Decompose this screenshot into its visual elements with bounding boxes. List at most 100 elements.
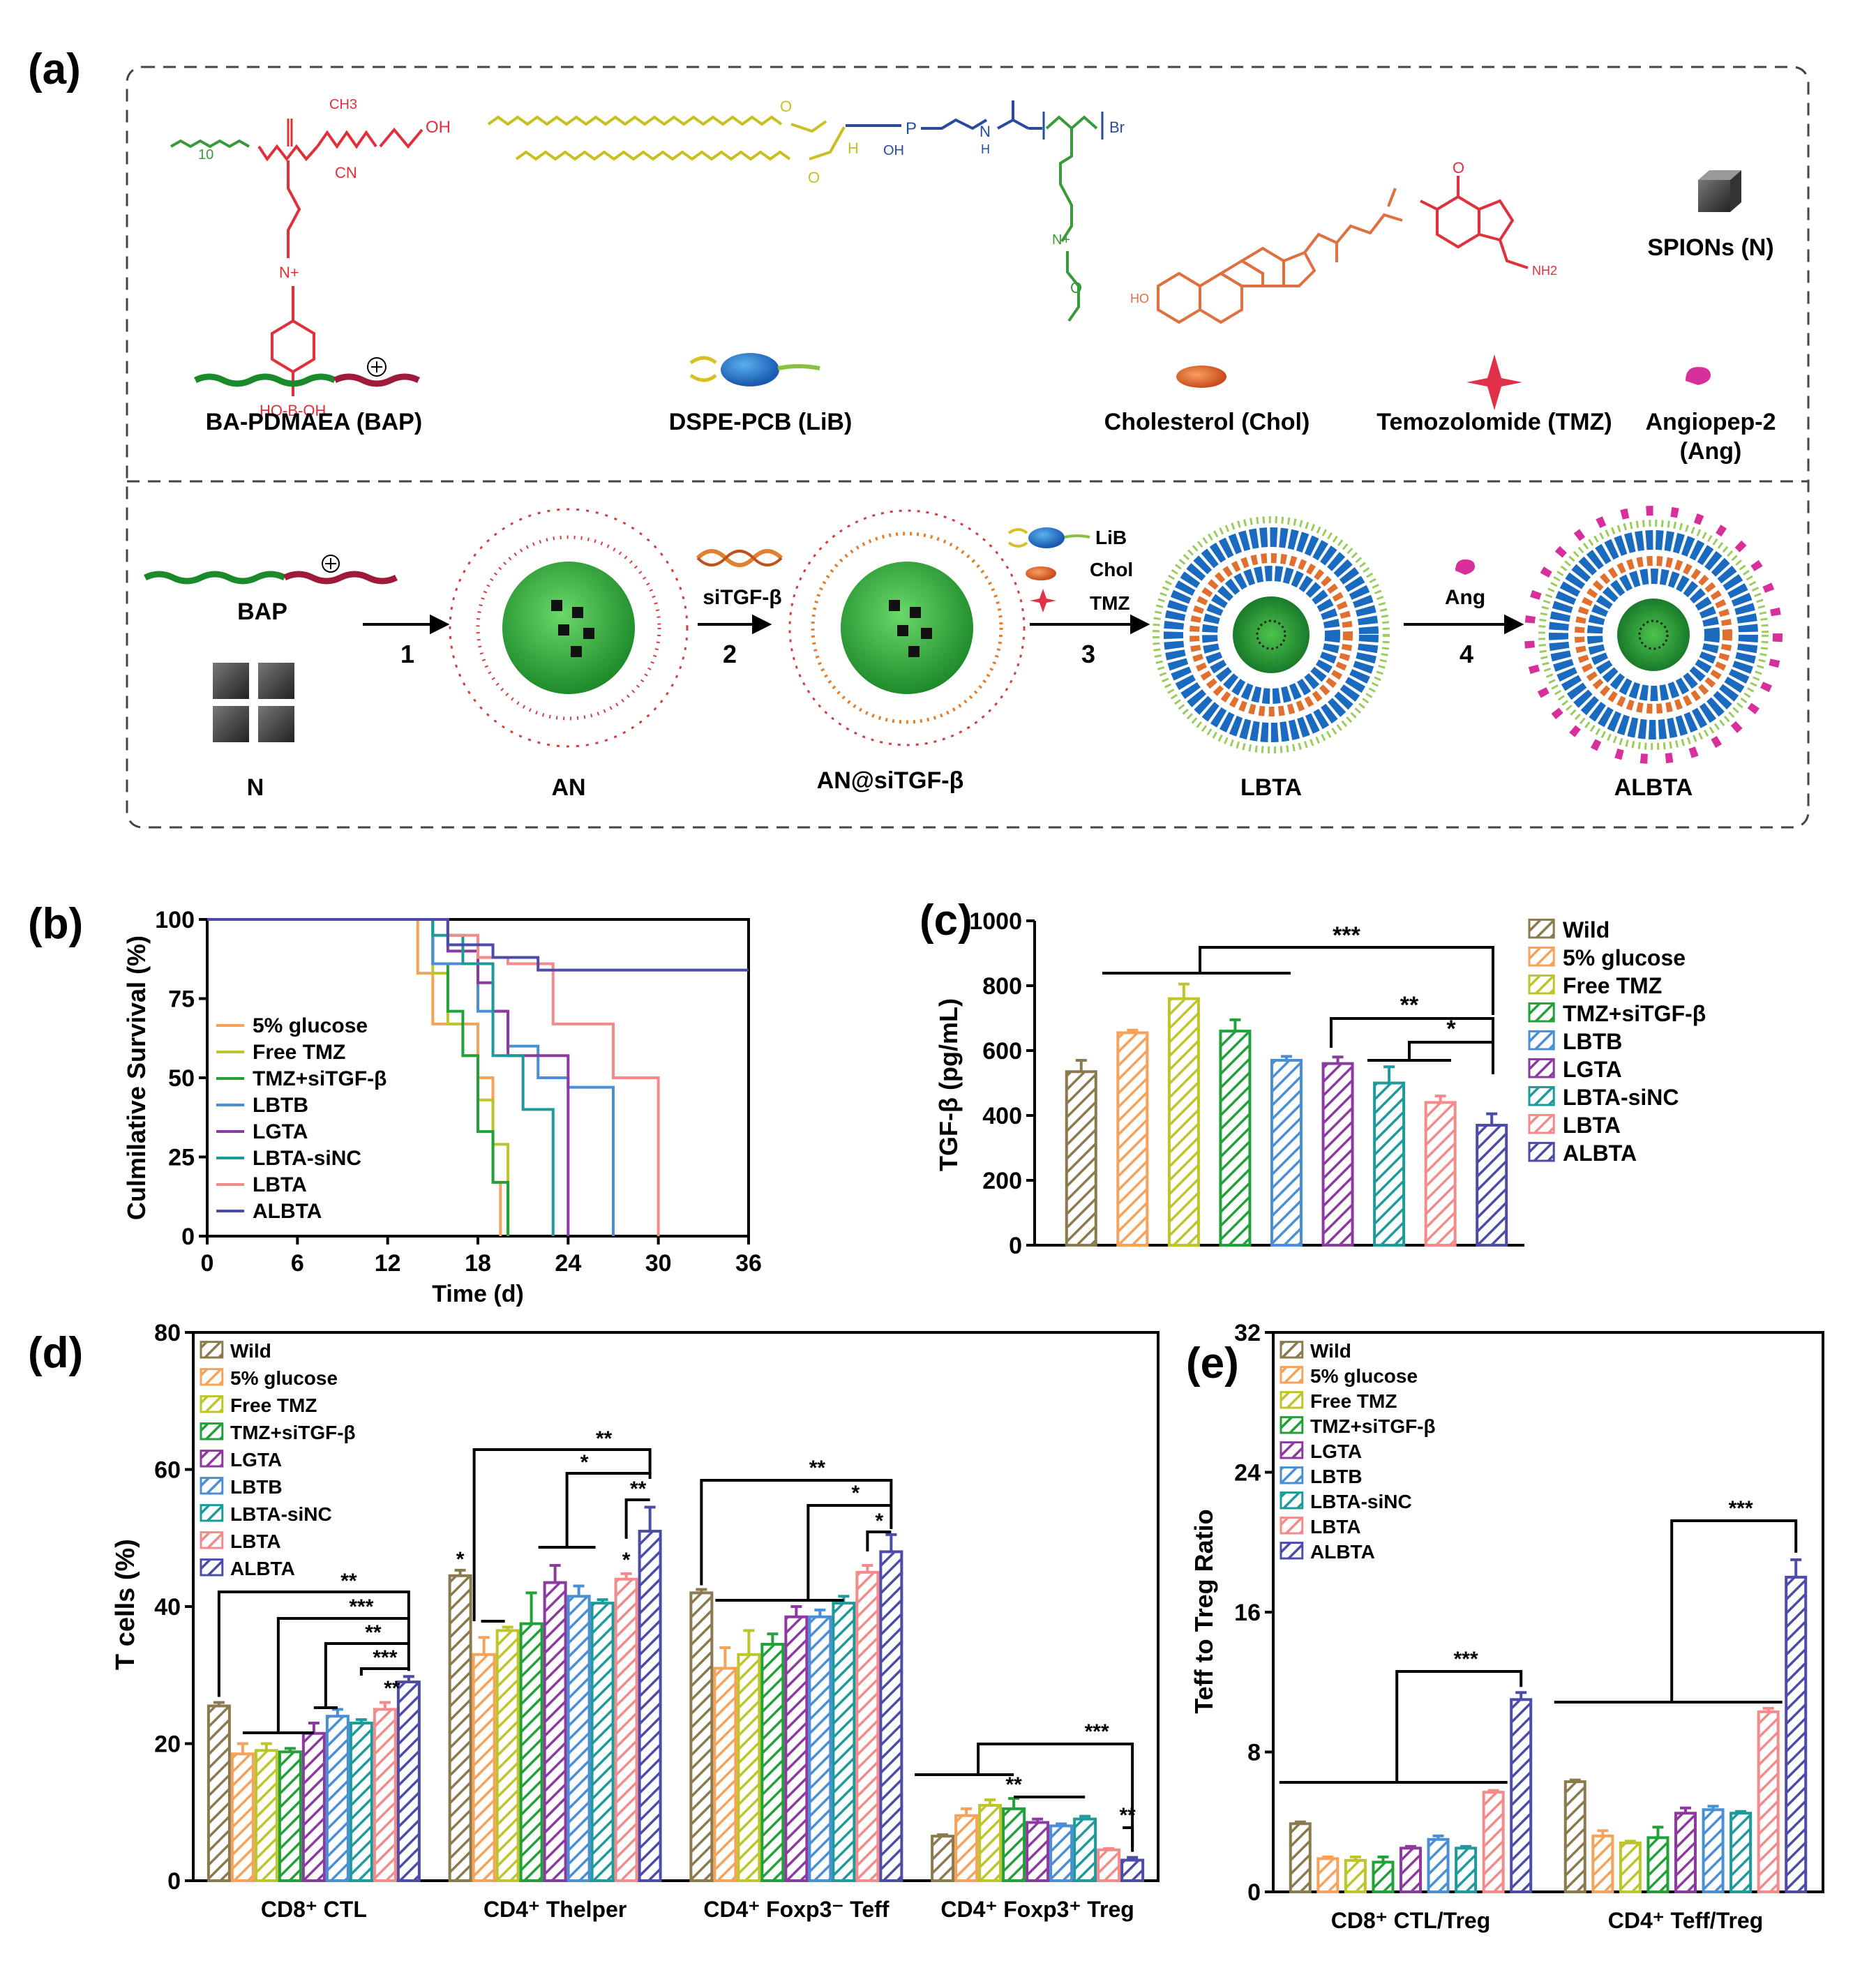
panel-d-bar-wild [689,1591,714,1883]
panel-c-bars [1065,982,1508,1247]
panel-e-y-tick-label: 32 [1234,1320,1261,1346]
panel-d-bar-tmz-sitgf [1002,1807,1026,1882]
panel-d-legend-swatch-lbtb [200,1477,224,1495]
panel-d-legend-swatch-albta [200,1558,224,1577]
panel-b-legend-label-lbta-sinc: LBTA-siNC [253,1147,361,1170]
panel-e-y-tick-label: 0 [1247,1879,1261,1906]
panel-d-sig-star: * [580,1451,589,1474]
panel-d-bar-wild [448,1574,472,1883]
panel-label-e: (e) [1186,1339,1239,1388]
step4-ang-label: Ang [1445,586,1485,609]
panel-c-ylabel: TGF-β (pg/mL) [934,998,963,1171]
tmz-cartoon [1466,354,1522,410]
svg-text:P: P [906,119,917,138]
panel-b-legend-label-albta: ALBTA [253,1200,322,1223]
panel-d-sig-bracket [624,1498,650,1539]
panel-d-legend-label-5-glucose: 5% glucose [230,1367,338,1389]
assembly-n-cubes [213,663,294,742]
panel-e-legend-label-lbta: LBTA [1310,1516,1361,1537]
panel-b-axes: 0 25 50 75 100 0 6 12 18 24 30 36 [155,907,762,1277]
panel-d-sig-star: ** [1005,1773,1022,1796]
panel-d-sig-star: ** [630,1478,647,1501]
panel-b-y-tick-label: 50 [168,1065,195,1092]
panel-b-xlabel: Time (d) [432,1281,524,1307]
panel-d-significance: ****************************** [217,1427,1136,1852]
panel-d-legend-label-tmz-sitgf: TMZ+siTGF-β [230,1422,356,1443]
panel-c-legend-label-lgta: LGTA [1563,1057,1622,1082]
panel-d-bar-lbta-sinc [590,1602,615,1882]
panel-b-legend-label-lgta: LGTA [253,1120,308,1143]
panel-c-bar-lbta-sinc [1373,1081,1406,1247]
panel-b-x-tick-label: 30 [645,1250,672,1277]
lbta-particle [1153,516,1390,753]
panel-d-y-tick-label: 0 [167,1868,181,1895]
panel-d-ylabel: T cells (%) [111,1539,140,1670]
panel-c-sig-bracket [1199,946,1494,1015]
panel-b-legend-label-lbtb: LBTB [253,1094,308,1117]
panel-a-frame [126,66,1810,829]
panel-e-y-tick-label: 16 [1234,1600,1261,1626]
panel-d-sig-star: *** [349,1595,373,1618]
panel-c-sig-bracket [1330,1017,1494,1074]
panel-d-sig-star: * [876,1510,884,1533]
panel-b-y-tick-label: 0 [181,1224,195,1250]
panel-label-b: (b) [28,900,83,948]
step3-reagents [1007,527,1090,612]
panel-e-legend-label-5-glucose: 5% glucose [1310,1365,1418,1387]
panel-d-sig-star: * [456,1548,465,1571]
panel-c-legend-label-lbta: LBTA [1563,1113,1621,1138]
panel-d-bar-lbta [373,1708,397,1882]
panel-e-axes: 0 8 16 24 32 CD8⁺ CTL/Treg CD4⁺ Teff/Treg [1234,1320,1763,1933]
albta-particle [1524,506,1783,764]
panel-b-line-albta [207,918,749,972]
panel-e-legend-label-free-tmz: Free TMZ [1310,1390,1397,1412]
svg-text:O: O [808,169,820,186]
panel-d-x-tick-label: CD8⁺ CTL [261,1897,367,1922]
svg-text:OH: OH [883,143,904,158]
step4-ang-cartoon [1455,559,1475,575]
panel-e-y-tick-label: 24 [1234,1460,1261,1487]
step-3-label: 3 [1081,640,1095,668]
panel-c-legend: Wild 5% glucose Free TMZ TMZ+siTGF-β LBTB LGT… [1528,917,1706,1166]
panel-b-legend-label-tmz-sitgf: TMZ+siTGF-β [253,1067,387,1090]
panel-c-significance: ****** [1102,922,1494,1074]
panel-d-bar-lbta [614,1577,638,1882]
panel-e-sig-bracket [1670,1519,1798,1702]
panel-e-bar-5-glucose [1316,1857,1340,1894]
step3-chol-label: Chol [1090,559,1133,580]
svg-text:HO: HO [1130,292,1149,306]
chol-label: Cholesterol (Chol) [1104,409,1310,435]
panel-d-legend-label-albta: ALBTA [230,1558,295,1579]
panel-d-legend-swatch-lbta-sinc [200,1504,224,1522]
panel-e-bar-free-tmz [1344,1858,1367,1893]
panel-e-x-tick-label: CD8⁺ CTL/Treg [1331,1908,1490,1933]
panel-e-bar-lbta [1482,1791,1505,1894]
bap-structure: 10 CH3 CN OH N+ HO-B-OH [170,97,451,419]
panel-d-legend-label-wild: Wild [230,1340,271,1362]
panel-e-legend-swatch-tmz-sitgf [1280,1416,1304,1434]
panel-d-legend-swatch-tmz-sitgf [200,1422,224,1441]
panel-c-bar-albta [1476,1123,1508,1247]
panel-e-bar-lgta [1400,1847,1422,1893]
panel-e-bar-wild [1563,1780,1586,1893]
step3-lib-label: LiB [1095,527,1127,548]
step-2-label: 2 [723,640,737,668]
panel-e-bar-wild [1289,1822,1312,1894]
panel-c-bar-wild [1065,1070,1097,1247]
panel-e-legend-swatch-albta [1280,1542,1304,1560]
panel-c-legend-swatch-lgta [1528,1058,1555,1078]
panel-b-y-tick-label: 25 [168,1145,195,1171]
panel-d-y-tick-label: 20 [154,1731,181,1758]
panel-d-sig-star: ** [596,1427,613,1450]
panel-d-bar-free-tmz [254,1749,278,1882]
panel-c-legend-label-lbtb: LBTB [1563,1029,1622,1054]
an-particle [449,508,689,748]
panel-d-bar-tmz-sitgf [519,1622,543,1882]
panel-c-legend-swatch-lbta-sinc [1528,1085,1555,1106]
panel-c-bar-lbtb [1270,1058,1303,1247]
panel-b-legend-label-lbta: LBTA [253,1173,307,1196]
panel-e-legend-swatch-lbta-sinc [1280,1491,1304,1510]
panel-e-legend-swatch-lgta [1280,1441,1304,1459]
panel-d-sig-star: *** [373,1646,397,1669]
